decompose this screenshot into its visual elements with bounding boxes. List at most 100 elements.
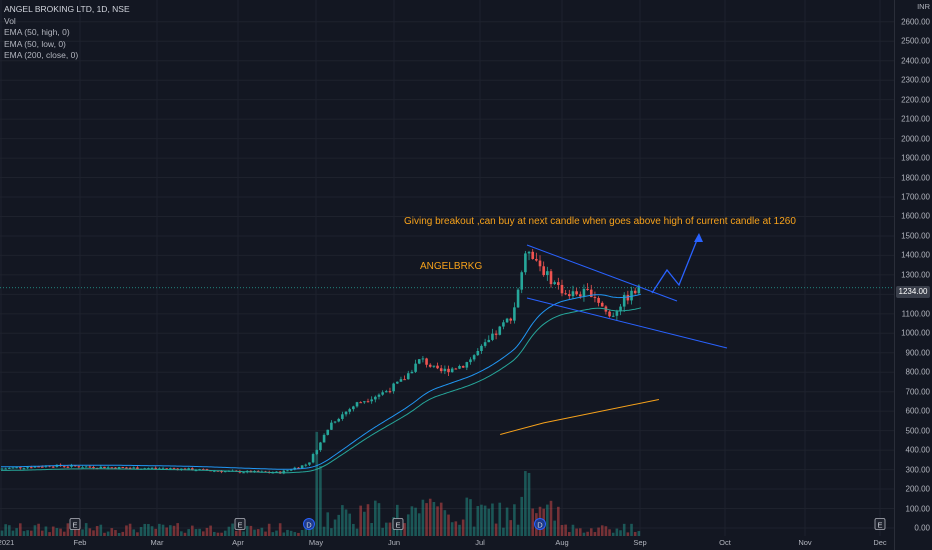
candle-body bbox=[180, 468, 183, 470]
volume-bar bbox=[128, 523, 132, 536]
volume-bar bbox=[575, 528, 578, 536]
volume-bar bbox=[447, 514, 450, 536]
volume-bar bbox=[205, 527, 209, 536]
price-axis[interactable]: INR 0.00 100.00 200.00 300.00 400.00 500.00 60… bbox=[894, 0, 932, 550]
grid bbox=[0, 0, 894, 536]
candle-body bbox=[66, 466, 70, 468]
volume-bar bbox=[106, 531, 110, 536]
candle-body bbox=[275, 471, 278, 473]
volume-bar bbox=[48, 532, 51, 536]
time-tick-label: Oct bbox=[719, 538, 731, 547]
volume-bar bbox=[223, 530, 227, 536]
volume-bar bbox=[154, 528, 158, 536]
candle-body bbox=[297, 467, 300, 469]
volume-bar bbox=[194, 529, 198, 536]
candle-body bbox=[99, 466, 103, 469]
candle-body bbox=[77, 466, 81, 468]
volume-bar bbox=[586, 531, 589, 536]
volume-bar bbox=[176, 523, 179, 536]
candle-body bbox=[447, 368, 450, 373]
volume-bar bbox=[212, 531, 216, 536]
volume-bar bbox=[439, 502, 443, 536]
time-tick-label: Jul bbox=[475, 538, 485, 547]
volume-bar bbox=[480, 504, 483, 536]
price-tick-label: 300.00 bbox=[905, 465, 930, 475]
volume-bar bbox=[267, 523, 271, 536]
candle-body bbox=[256, 470, 260, 472]
candle-body bbox=[344, 411, 348, 415]
candle-body bbox=[615, 311, 619, 316]
candle-body bbox=[626, 294, 630, 301]
price-tick-label: 1000.00 bbox=[901, 328, 930, 338]
price-tick-label: 1300.00 bbox=[901, 270, 930, 280]
earnings-marker-icon bbox=[392, 518, 404, 530]
candle-body bbox=[286, 470, 289, 472]
ema-200-close-line bbox=[500, 399, 659, 435]
candle-body bbox=[498, 326, 502, 335]
volume-bar bbox=[483, 505, 487, 536]
volume-bar bbox=[553, 520, 556, 536]
candle-body bbox=[414, 363, 417, 372]
volume-bar bbox=[150, 526, 154, 536]
candle-body bbox=[154, 467, 158, 469]
candle-body bbox=[395, 381, 399, 384]
volume-bar bbox=[62, 531, 66, 536]
volume-bar bbox=[180, 531, 183, 536]
volume-bar bbox=[520, 496, 524, 536]
candle-body bbox=[319, 442, 322, 451]
symbol-label: ANGELBRKG bbox=[420, 261, 483, 272]
dividend-marker-icon bbox=[303, 518, 315, 530]
candle-body bbox=[106, 467, 110, 469]
price-tick-label: 2400.00 bbox=[901, 56, 930, 66]
candle-body bbox=[509, 318, 513, 321]
volume-bar bbox=[40, 530, 44, 536]
candle-body bbox=[187, 468, 190, 470]
volume-bar bbox=[59, 528, 62, 536]
legend-title: ANGEL BROKING LTD, 1D, NSE bbox=[4, 4, 130, 14]
candle-body bbox=[341, 414, 344, 419]
lower-trendline bbox=[526, 297, 728, 349]
event-marker-label: E bbox=[877, 521, 882, 530]
candle-body bbox=[421, 358, 425, 360]
volume-bar bbox=[114, 530, 117, 536]
candle-body bbox=[564, 293, 567, 295]
candle-body bbox=[161, 468, 165, 470]
candle-body bbox=[388, 391, 392, 393]
candle-body bbox=[311, 454, 315, 463]
volume-bar bbox=[385, 522, 388, 536]
volume-bar bbox=[26, 530, 29, 536]
candle-body bbox=[374, 396, 377, 400]
candle-body bbox=[568, 294, 571, 297]
candle-body bbox=[242, 472, 245, 474]
volume-bar bbox=[253, 529, 256, 536]
volume-bar bbox=[557, 506, 560, 536]
candle-body bbox=[136, 467, 139, 470]
price-tick-label: 800.00 bbox=[905, 367, 930, 377]
volume-bar bbox=[458, 524, 461, 536]
volume-bar bbox=[256, 529, 260, 536]
candle-body bbox=[114, 467, 117, 469]
candle-body bbox=[29, 467, 33, 469]
volume-bar bbox=[304, 524, 308, 536]
candle-body bbox=[128, 467, 132, 469]
candle-body bbox=[37, 466, 40, 468]
volume-bar bbox=[406, 514, 410, 536]
candle-body bbox=[428, 364, 432, 367]
legend-ema-50-low: EMA (50, low, 0) bbox=[4, 38, 66, 49]
volume-bar bbox=[622, 523, 626, 536]
candle-body bbox=[597, 297, 600, 303]
volume-bar bbox=[513, 504, 516, 536]
volume-bar bbox=[377, 503, 381, 536]
volume-bar bbox=[487, 508, 491, 536]
time-tick-label: Jun bbox=[387, 538, 401, 547]
price-tick-label: 1700.00 bbox=[901, 192, 930, 202]
volume-bar bbox=[286, 529, 289, 536]
candle-body bbox=[125, 467, 128, 469]
candle-body bbox=[191, 468, 194, 471]
candle-body bbox=[575, 291, 578, 295]
volume-bar bbox=[388, 522, 392, 536]
candle-body bbox=[436, 365, 439, 369]
candle-body bbox=[619, 306, 622, 312]
volume-bar bbox=[300, 529, 304, 536]
